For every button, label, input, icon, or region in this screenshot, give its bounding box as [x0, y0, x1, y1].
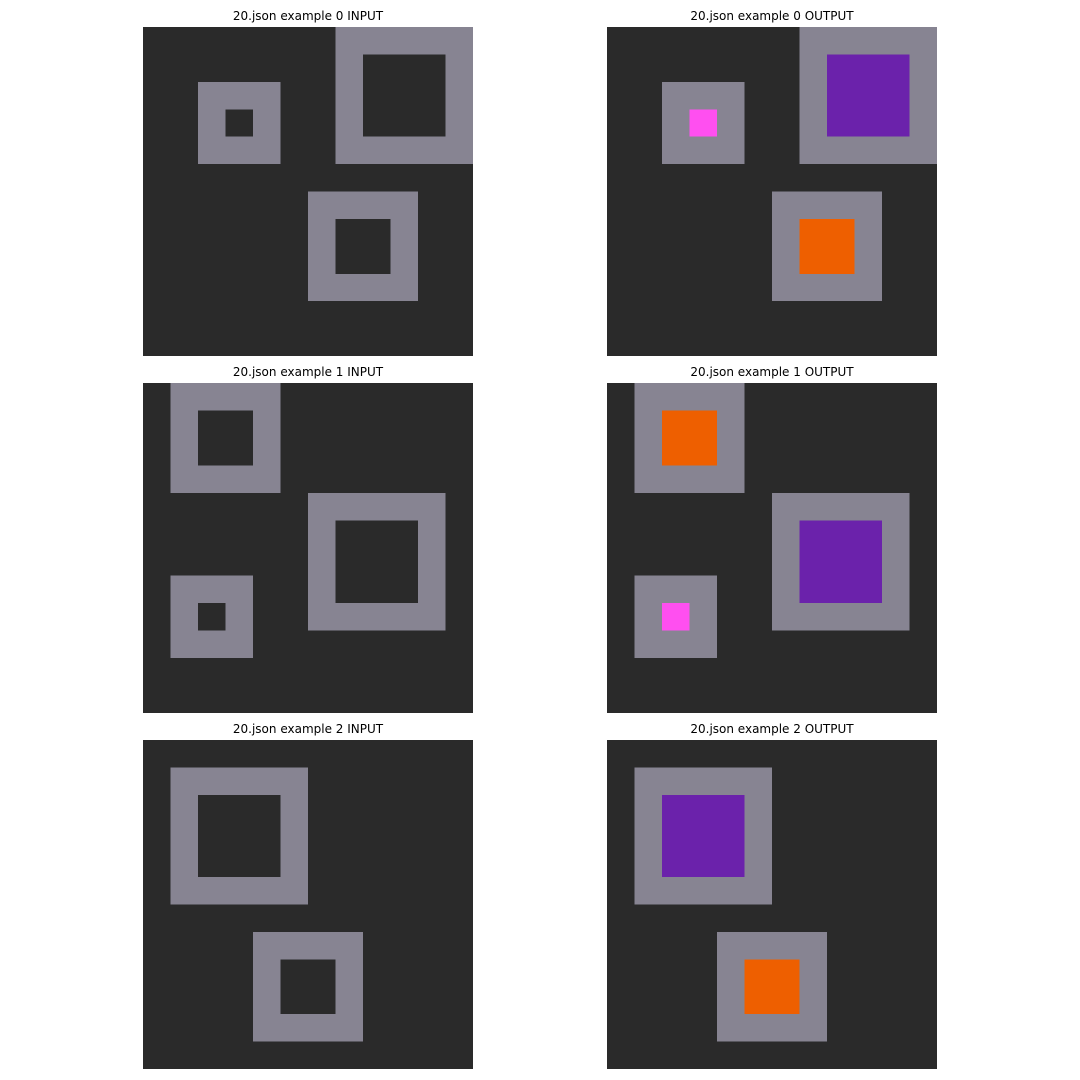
panel-title: 20.json example 0 OUTPUT — [690, 9, 854, 23]
square-fill — [689, 109, 717, 137]
grid-example-2-input — [143, 740, 473, 1069]
square-fill — [225, 109, 253, 137]
square-fill — [799, 218, 855, 274]
panel-title: 20.json example 0 INPUT — [232, 9, 384, 23]
grid-example-1-output — [607, 383, 937, 713]
square-fill — [662, 794, 745, 878]
square-fill — [799, 520, 882, 603]
panel-title: 20.json example 2 INPUT — [232, 722, 384, 736]
square-fill — [662, 410, 717, 466]
square-fill — [280, 959, 336, 1015]
square-fill — [827, 54, 910, 137]
grid-example-0-input — [143, 27, 473, 356]
panel-title: 20.json example 1 INPUT — [232, 365, 384, 379]
square-fill — [335, 218, 391, 274]
square-fill — [363, 54, 446, 137]
square-fill — [335, 520, 418, 603]
grid-example-0-output — [607, 27, 937, 356]
square-fill — [198, 603, 226, 631]
square-fill — [198, 794, 281, 878]
grid-example-2-output — [607, 740, 937, 1069]
panel-title: 20.json example 2 OUTPUT — [690, 722, 854, 736]
grid-example-1-input — [143, 383, 473, 713]
square-fill — [198, 410, 253, 466]
square-fill — [662, 603, 690, 631]
square-fill — [744, 959, 800, 1015]
panel-title: 20.json example 1 OUTPUT — [690, 365, 854, 379]
